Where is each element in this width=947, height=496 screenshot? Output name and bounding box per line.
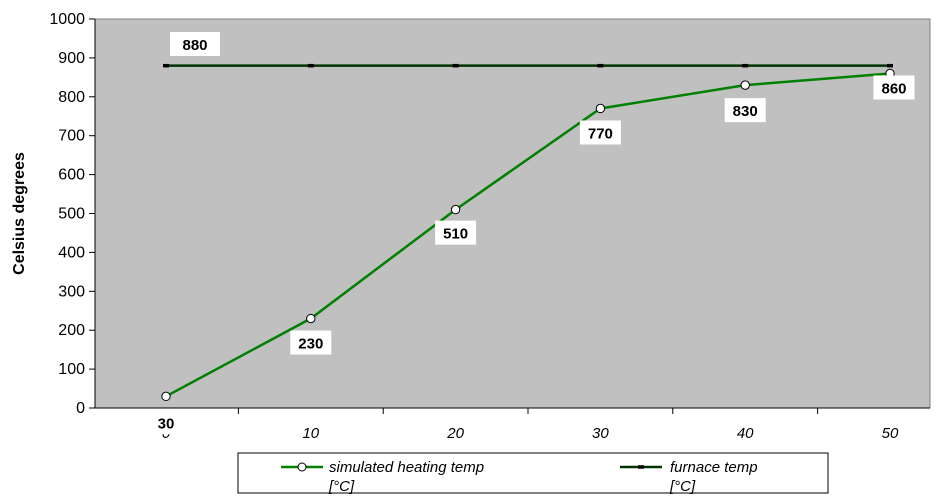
simulated-data-label-3: 770 <box>588 125 613 142</box>
simulated-point-4 <box>740 80 750 90</box>
series-layer <box>161 63 895 402</box>
data-labels: 880 30 230 510 770 830 860 <box>151 32 915 435</box>
y-tick-label-500: 500 <box>58 206 85 223</box>
plot-area <box>94 18 931 409</box>
x-tick-label-20: 20 <box>446 425 464 442</box>
furnace-data-label: 880 <box>182 37 207 54</box>
legend-unit-furnace: [°C] <box>669 478 696 495</box>
y-tick-label-0: 0 <box>76 400 85 417</box>
simulated-data-label-2: 510 <box>443 226 468 243</box>
simulated-heating-line <box>165 72 891 398</box>
simulated-point-2 <box>450 204 461 215</box>
y-tick-label-400: 400 <box>58 244 85 261</box>
simulated-data-label-bg-2 <box>435 220 477 245</box>
simulated-point-1 <box>306 313 316 324</box>
simulated-data-label-5: 860 <box>881 80 906 97</box>
furnace-data-label-bg <box>170 32 220 56</box>
y-tick-label-100: 100 <box>58 361 85 378</box>
x-tick-label-40: 40 <box>737 425 754 442</box>
y-tick-label-300: 300 <box>58 283 85 300</box>
legend-box <box>237 452 829 494</box>
x-tick-label-30: 30 <box>592 425 609 442</box>
simulated-data-label-bg-5 <box>873 75 915 100</box>
simulated-data-label-1: 230 <box>298 336 323 353</box>
legend-unit-simulated: [°C] <box>328 478 355 495</box>
legend-marker-simulated <box>297 462 307 472</box>
y-tick-label-200: 200 <box>58 322 85 339</box>
y-axis-title: Celsius degrees <box>11 152 28 275</box>
y-tick-label-1000: 1000 <box>49 11 85 28</box>
legend-label-simulated: simulated heating temp <box>329 459 484 476</box>
y-axis: 0 100 200 300 400 500 600 700 800 900 1000 <box>49 11 96 417</box>
y-tick-label-800: 800 <box>58 89 85 106</box>
simulated-point-0 <box>161 391 171 402</box>
legend-label-furnace: furnace temp <box>670 459 758 476</box>
simulated-point-3 <box>595 103 606 114</box>
x-tick-label-10: 10 <box>302 425 319 442</box>
simulated-data-label-0: 30 <box>158 415 175 432</box>
simulated-data-label-bg-1 <box>290 330 332 355</box>
x-tick-label-50: 50 <box>882 425 899 442</box>
legend: simulated heating temp [°C] furnace temp… <box>237 452 829 495</box>
y-tick-label-900: 900 <box>58 50 85 67</box>
simulated-data-label-bg-0 <box>151 410 181 435</box>
simulated-data-label-4: 830 <box>733 103 758 120</box>
simulated-data-label-bg-4 <box>724 98 766 123</box>
simulated-data-label-bg-3 <box>579 120 621 145</box>
y-tick-label-600: 600 <box>58 167 85 184</box>
y-tick-label-700: 700 <box>58 128 85 145</box>
